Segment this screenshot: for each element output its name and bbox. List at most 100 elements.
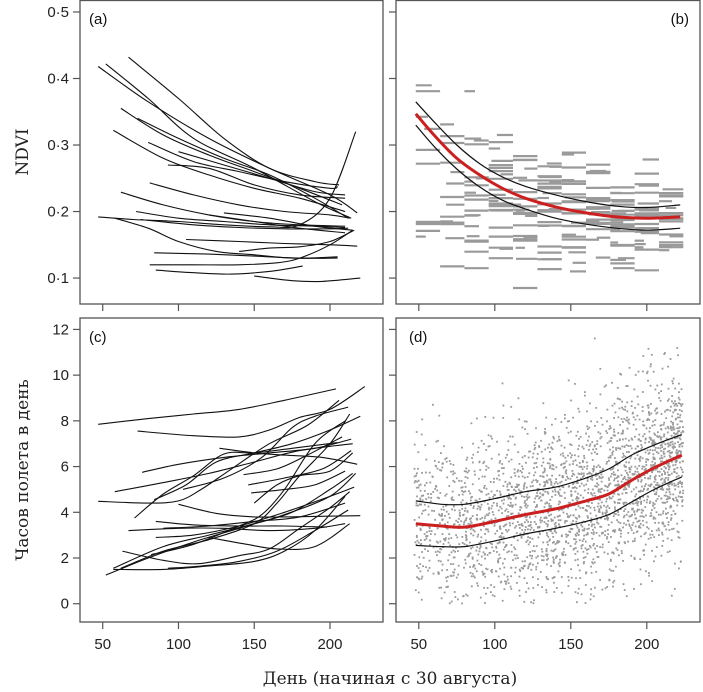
observation-point xyxy=(553,437,555,440)
observation-point xyxy=(681,505,684,507)
observation-point xyxy=(608,496,611,498)
observation-point xyxy=(652,370,655,373)
observation-point xyxy=(582,550,585,553)
observation-point xyxy=(674,562,676,565)
observation-point xyxy=(583,455,585,457)
observation-point xyxy=(588,445,591,447)
observation-point xyxy=(490,584,492,586)
observation-point xyxy=(453,556,456,559)
observation-point xyxy=(491,546,493,549)
observation-point xyxy=(469,552,472,555)
observation-point xyxy=(651,549,653,552)
observation-point xyxy=(675,484,677,487)
observation-point xyxy=(656,435,658,437)
observation-point xyxy=(499,528,501,530)
observation-point xyxy=(640,583,642,586)
observation-point xyxy=(416,539,419,542)
observation-point xyxy=(476,417,478,420)
observation-point xyxy=(646,449,649,452)
observation-point xyxy=(444,539,446,542)
observation-point xyxy=(583,457,586,459)
observation-point xyxy=(649,533,652,536)
observation-point xyxy=(577,592,579,595)
observation-point xyxy=(668,444,671,447)
observation-point xyxy=(457,564,460,567)
observation-point xyxy=(668,550,671,553)
observation-point xyxy=(491,437,493,440)
observation-point xyxy=(623,464,626,467)
observation-point xyxy=(591,441,594,443)
observation-point xyxy=(628,477,631,480)
observation-point xyxy=(606,536,609,538)
observation-point xyxy=(527,543,530,546)
observation-point xyxy=(507,497,510,500)
observation-point xyxy=(537,555,539,558)
observation-point xyxy=(644,531,647,534)
observation-point xyxy=(619,424,622,426)
observation-point xyxy=(628,451,630,453)
observation-point xyxy=(493,524,496,527)
observation-point xyxy=(620,373,623,376)
observation-point xyxy=(636,474,638,477)
observation-point xyxy=(636,454,639,457)
observation-point xyxy=(517,488,520,491)
observation-point xyxy=(621,445,624,448)
observation-point xyxy=(621,492,624,495)
observation-point xyxy=(641,515,644,518)
observation-point xyxy=(420,543,423,545)
x-tick-label: 50 xyxy=(410,636,427,653)
observation-point xyxy=(436,496,439,499)
observation-point xyxy=(543,517,546,519)
observation-point xyxy=(628,422,631,425)
observation-point xyxy=(646,495,649,498)
observation-point xyxy=(428,525,431,528)
observation-point xyxy=(413,475,416,478)
observation-point xyxy=(583,489,586,492)
observation-point xyxy=(533,550,536,553)
panel-d-observations xyxy=(413,337,685,605)
observation-point xyxy=(464,486,467,488)
observation-point xyxy=(525,506,528,509)
observation-point xyxy=(606,504,609,507)
trajectory-line-3 xyxy=(128,56,340,186)
observation-point xyxy=(422,494,424,497)
observation-point xyxy=(660,497,663,500)
observation-point xyxy=(674,458,677,461)
observation-point xyxy=(633,540,636,542)
observation-point xyxy=(614,529,617,532)
observation-point xyxy=(655,511,658,514)
observation-point xyxy=(552,536,555,538)
observation-point xyxy=(544,490,547,493)
observation-point xyxy=(625,461,628,464)
observation-point xyxy=(480,439,483,442)
observation-point xyxy=(476,535,479,538)
observation-point xyxy=(659,488,662,490)
observation-point xyxy=(449,544,451,547)
observation-point xyxy=(595,407,598,409)
observation-point xyxy=(524,482,526,485)
observation-point xyxy=(544,481,547,484)
observation-point xyxy=(627,540,629,543)
observation-point xyxy=(483,517,486,520)
observation-point xyxy=(569,545,572,547)
observation-point xyxy=(542,541,545,544)
observation-point xyxy=(571,523,574,525)
observation-point xyxy=(678,437,681,440)
observation-point xyxy=(647,418,649,420)
observation-point xyxy=(570,430,572,433)
observation-point xyxy=(498,553,501,556)
observation-point xyxy=(537,487,540,490)
observation-point xyxy=(576,526,579,529)
observation-point xyxy=(565,472,568,475)
observation-point xyxy=(510,485,513,488)
observation-point xyxy=(432,403,434,406)
observation-point xyxy=(596,518,598,521)
observation-point xyxy=(424,484,426,487)
observation-point xyxy=(654,442,657,445)
observation-point xyxy=(536,453,539,455)
observation-point xyxy=(630,529,633,532)
observation-point xyxy=(477,446,480,449)
observation-point xyxy=(615,547,618,550)
observation-point xyxy=(479,540,482,543)
